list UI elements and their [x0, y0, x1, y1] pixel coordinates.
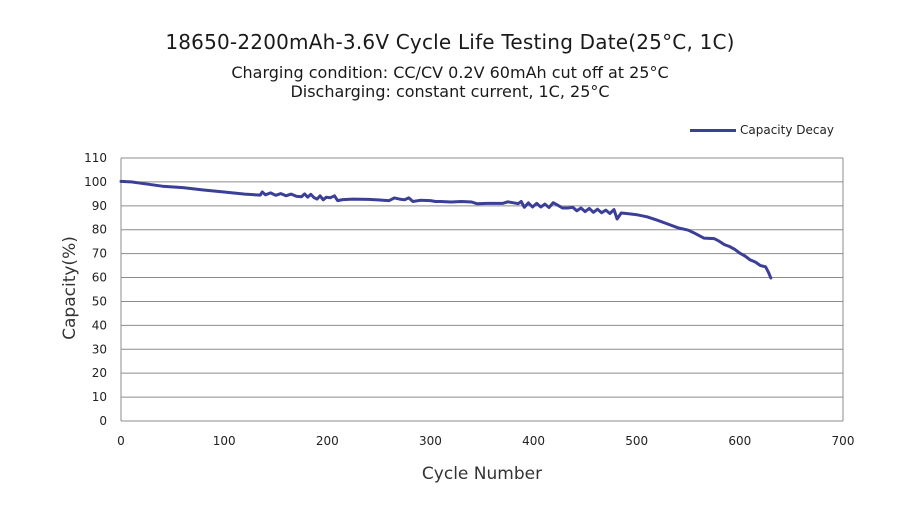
tick-layer: 0 10 20 30 40 50 60 70 80 90 100 110 0 100 200 300 400 50… [84, 151, 854, 448]
y-axis-title: Capacity(%) [60, 236, 80, 340]
y-tick-label: 10 [92, 390, 107, 404]
x-tick-label: 200 [316, 434, 339, 448]
chart-title: 18650-2200mAh-3.6V Cycle Life Testing Da… [165, 30, 735, 54]
y-tick-label: 0 [99, 414, 107, 428]
x-axis-title: Cycle Number [422, 464, 542, 484]
y-tick-label: 80 [92, 223, 107, 237]
y-tick-label: 40 [92, 318, 107, 332]
chart-subtitle-charging: Charging condition: CC/CV 0.2V 60mAh cut… [231, 63, 669, 82]
legend-label: Capacity Decay [740, 123, 834, 137]
y-tick-label: 100 [84, 175, 107, 189]
x-tick-label: 500 [625, 434, 648, 448]
x-tick-label: 600 [728, 434, 751, 448]
y-tick-label: 50 [92, 294, 107, 308]
y-tick-label: 110 [84, 151, 107, 165]
legend: Capacity Decay [690, 122, 834, 138]
legend-swatch [690, 128, 736, 132]
y-tick-label: 20 [92, 366, 107, 380]
y-tick-label: 60 [92, 271, 107, 285]
grid-layer [121, 157, 843, 422]
x-tick-label: 0 [117, 434, 125, 448]
axis-layer [120, 158, 844, 421]
series-line-capacity-decay [119, 179, 773, 280]
y-tick-label: 70 [92, 247, 107, 261]
series-layer [119, 179, 773, 280]
x-tick-label: 700 [832, 434, 855, 448]
chart-subtitle-discharging: Discharging: constant current, 1C, 25°C [290, 82, 610, 101]
y-tick-label: 90 [92, 199, 107, 213]
x-tick-label: 400 [522, 434, 545, 448]
x-tick-label: 300 [419, 434, 442, 448]
y-tick-label: 30 [92, 342, 107, 356]
x-tick-label: 100 [213, 434, 236, 448]
